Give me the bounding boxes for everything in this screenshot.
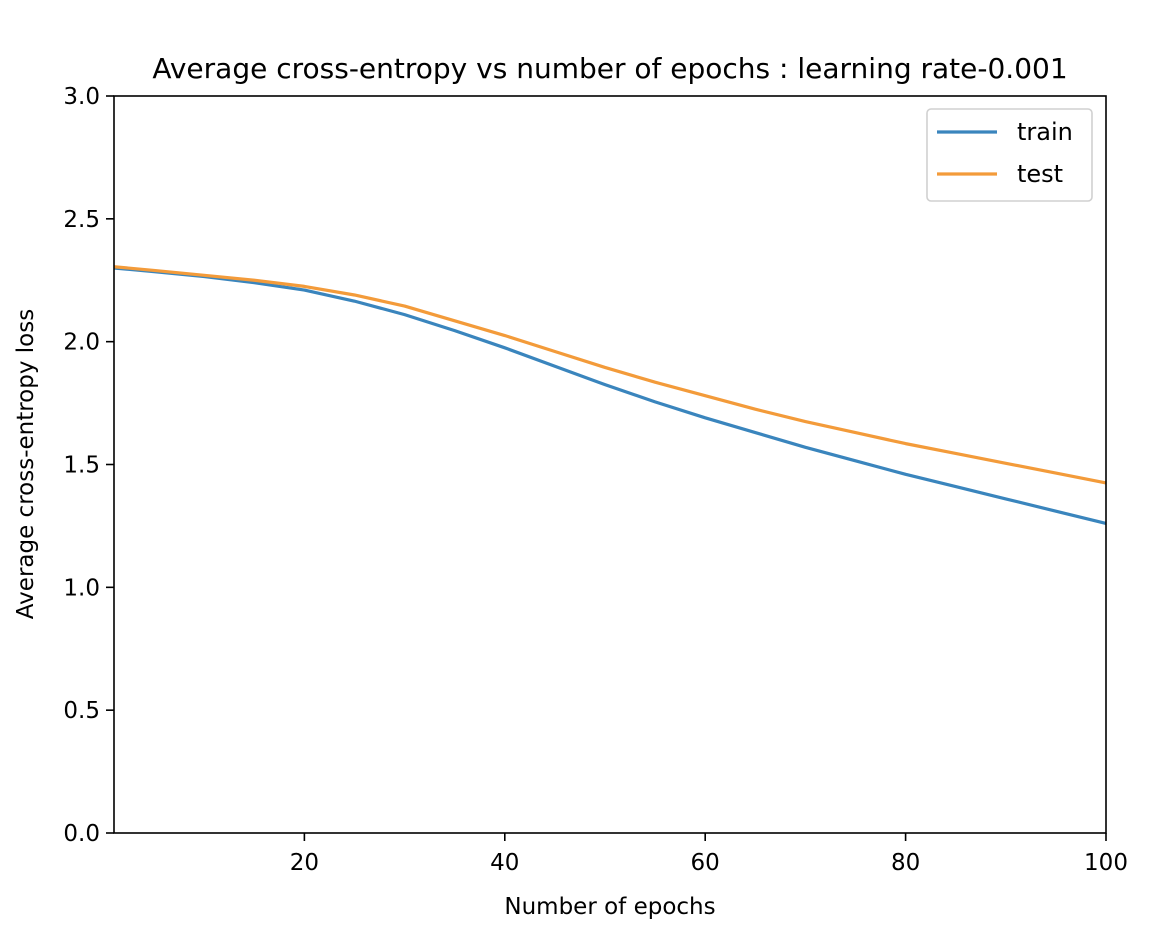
x-tick-label: 80 xyxy=(891,850,920,876)
y-tick-label: 3.0 xyxy=(63,84,100,110)
legend: train test xyxy=(926,108,1093,202)
y-tick-label: 1.0 xyxy=(63,575,100,601)
x-tick-label: 100 xyxy=(1084,850,1128,876)
x-axis-label: Number of epochs xyxy=(504,894,715,920)
series-line-test xyxy=(113,265,1107,485)
y-tick-label: 2.5 xyxy=(63,207,100,233)
legend-label-test: test xyxy=(1017,160,1063,188)
y-tick-label: 0.0 xyxy=(63,821,100,847)
legend-label-train: train xyxy=(1017,118,1073,146)
x-tick-label: 40 xyxy=(490,850,519,876)
y-tick-label: 1.5 xyxy=(63,453,100,479)
plot-area: 20 40 60 80 100 0.0 0.5 1.0 1.5 2.0 2.5 3.0 xyxy=(63,84,1128,876)
chart-title: Average cross-entropy vs number of epoch… xyxy=(152,52,1067,85)
y-axis-label: Average cross-entropy loss xyxy=(13,309,39,619)
x-tick-label: 60 xyxy=(691,850,720,876)
series-line-train xyxy=(113,266,1107,526)
y-tick-label: 2.0 xyxy=(63,330,100,356)
y-tick-label: 0.5 xyxy=(63,698,100,724)
x-tick-label: 20 xyxy=(290,850,319,876)
